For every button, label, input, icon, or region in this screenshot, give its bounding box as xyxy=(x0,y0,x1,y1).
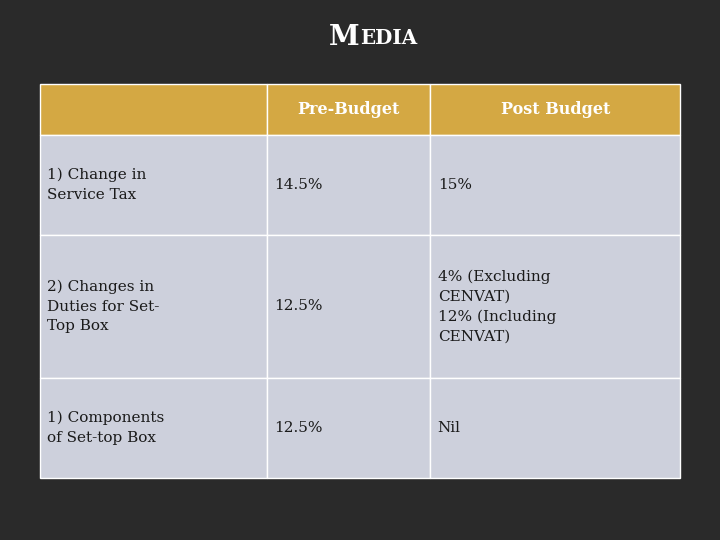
Text: 1) Components
of Set-top Box: 1) Components of Set-top Box xyxy=(47,411,164,445)
Text: 12.5%: 12.5% xyxy=(274,300,323,313)
Text: EDIA: EDIA xyxy=(360,28,417,48)
Bar xyxy=(431,135,680,235)
Text: 14.5%: 14.5% xyxy=(274,178,323,192)
Text: 2) Changes in
Duties for Set-
Top Box: 2) Changes in Duties for Set- Top Box xyxy=(47,280,159,333)
Text: Post Budget: Post Budget xyxy=(500,101,610,118)
Bar xyxy=(431,235,680,378)
Text: 1) Change in
Service Tax: 1) Change in Service Tax xyxy=(47,168,146,202)
Text: 15%: 15% xyxy=(438,178,472,192)
Bar xyxy=(40,235,267,378)
Bar xyxy=(267,135,431,235)
Bar xyxy=(431,378,680,478)
Bar xyxy=(267,84,431,135)
Text: 12.5%: 12.5% xyxy=(274,421,323,435)
Bar xyxy=(431,84,680,135)
Bar xyxy=(40,378,267,478)
Bar xyxy=(40,135,267,235)
Text: 4% (Excluding
CENVAT)
12% (Including
CENVAT): 4% (Excluding CENVAT) 12% (Including CEN… xyxy=(438,269,556,343)
Bar xyxy=(267,378,431,478)
Text: M: M xyxy=(329,24,360,51)
Bar xyxy=(267,235,431,378)
Text: Pre-Budget: Pre-Budget xyxy=(297,101,400,118)
Text: Nil: Nil xyxy=(438,421,461,435)
Bar xyxy=(40,84,267,135)
